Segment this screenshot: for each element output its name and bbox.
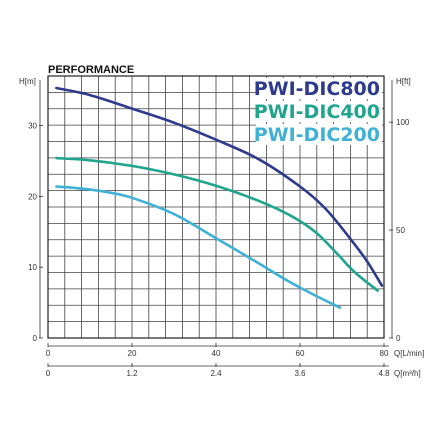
- series-line-pwi-dic800: [55, 86, 384, 287]
- legend-item-pwi-dic400: PWI-DIC400: [254, 101, 380, 123]
- plot-frame: [47, 75, 385, 339]
- x-tick-label: 0: [46, 349, 51, 358]
- y-left-tick-label: 30: [28, 122, 37, 131]
- x2-tick-label: 4.8: [378, 369, 390, 378]
- x-axis-label-primary: Q[L/min]: [394, 349, 424, 358]
- legend-bg: [256, 78, 382, 99]
- y-right-axis-label: H[ft]: [396, 77, 411, 86]
- x-axis-label-secondary: Q[m³/h]: [394, 369, 421, 378]
- x-tick-label: 40: [212, 349, 221, 358]
- series-line-pwi-dic200: [55, 185, 342, 309]
- x-tick-label: 60: [296, 349, 305, 358]
- y-right-tick-label: 100: [396, 118, 410, 127]
- y-left-tick-label: 20: [28, 192, 37, 201]
- y-left-axis-label: H[m]: [19, 77, 36, 86]
- chart-title: PERFORMANCE: [48, 64, 134, 76]
- legend-bg: [256, 124, 382, 145]
- axis-ticks: 0 20 40 60 80 0 1.2 2.4 3.6 4.8 0 10 20 30 0 50 100: [28, 80, 410, 378]
- y-left-tick-label: 10: [28, 263, 37, 272]
- y-right-tick-label: 0: [396, 334, 401, 343]
- x2-tick-label: 1.2: [126, 369, 138, 378]
- x2-tick-label: 2.4: [210, 369, 222, 378]
- legend-item-pwi-dic200: PWI-DIC200: [254, 124, 380, 146]
- y-right-tick-label: 50: [396, 226, 405, 235]
- performance-curves: [55, 86, 384, 309]
- legend-item-pwi-dic800: PWI-DIC800: [254, 78, 380, 100]
- series-line-pwi-dic400: [55, 156, 379, 292]
- y-left-tick-label: 0: [33, 334, 38, 343]
- x-tick-label: 80: [380, 349, 389, 358]
- x2-tick-label: 0: [46, 369, 51, 378]
- x2-tick-label: 3.6: [294, 369, 306, 378]
- legend-bg: [256, 101, 382, 122]
- x-tick-label: 20: [128, 349, 137, 358]
